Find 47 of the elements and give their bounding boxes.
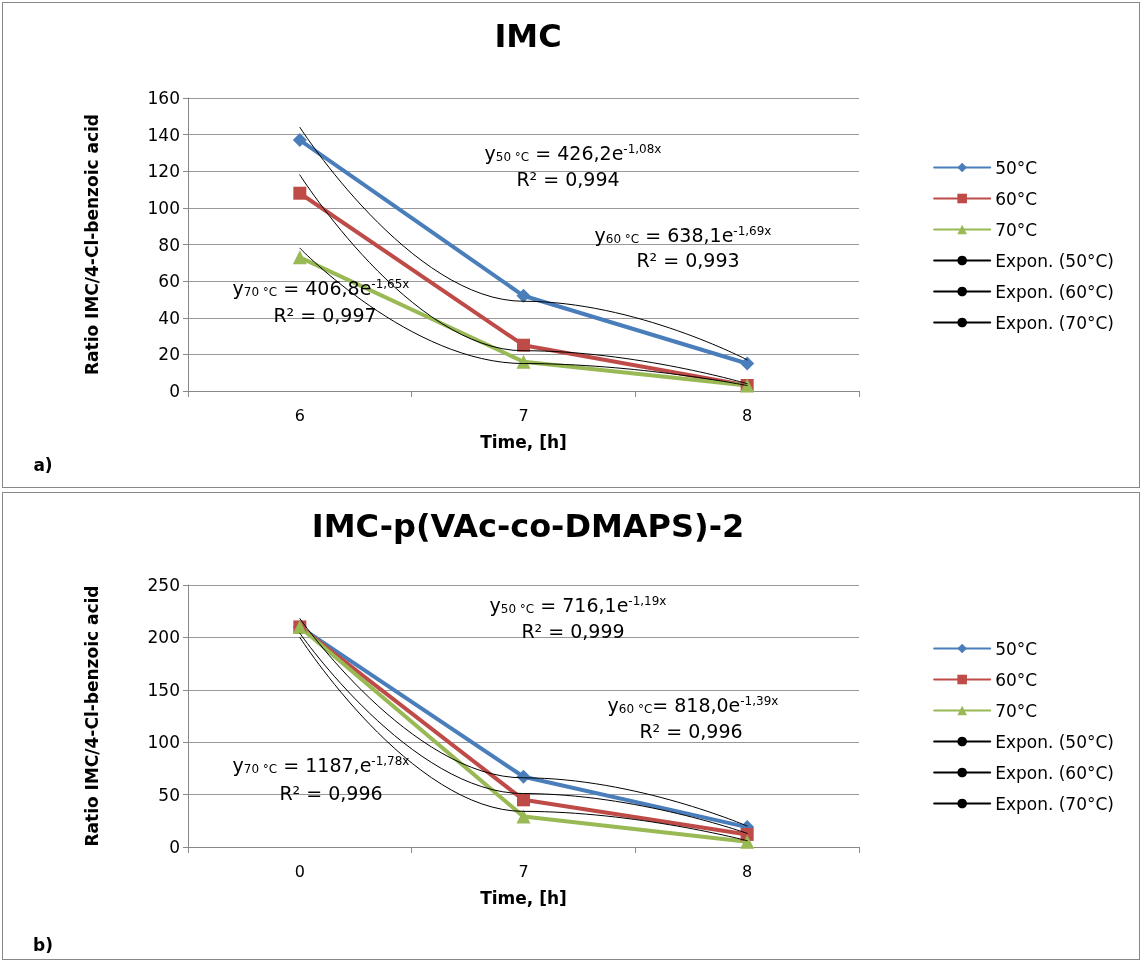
annotation: R² = 0,996 xyxy=(279,782,383,804)
legend-label: Expon. (60°C) xyxy=(995,762,1114,783)
x-tick-label: 7 xyxy=(518,861,529,881)
y-tick-label: 80 xyxy=(158,234,180,255)
x-tick-label: 8 xyxy=(742,405,753,425)
y-tick-label: 0 xyxy=(169,381,180,401)
x-tick-label: 0 xyxy=(294,861,305,881)
y-tick-label: 140 xyxy=(147,124,180,145)
y-tick-label: 40 xyxy=(158,307,180,328)
x-axis-title: Time, [h] xyxy=(480,431,567,452)
annotation: R² = 0,999 xyxy=(521,620,625,642)
y-tick-label: 60 xyxy=(158,271,180,292)
y-tick-label: 250 xyxy=(147,575,180,595)
legend-label: 60°C xyxy=(995,188,1038,209)
x-tick-label: 7 xyxy=(518,405,529,425)
legend-label: Expon. (60°C) xyxy=(995,281,1114,302)
y-tick-label: 150 xyxy=(147,679,180,700)
x-tick-label: 6 xyxy=(294,405,305,425)
annotation: R² = 0,996 xyxy=(639,720,743,742)
text: b) xyxy=(33,935,53,955)
y-tick-label: 200 xyxy=(147,627,180,648)
annotation: R² = 0,994 xyxy=(516,168,620,190)
y-tick-label: 120 xyxy=(147,161,180,182)
y-tick-label: 0 xyxy=(169,837,180,857)
y-axis-title: Ratio IMC/4-Cl-benzoic acid xyxy=(81,585,102,847)
legend-label: 70°C xyxy=(995,219,1038,240)
y-tick-label: 100 xyxy=(147,197,180,218)
x-axis-title: Time, [h] xyxy=(480,887,567,908)
legend-label: Expon. (70°C) xyxy=(995,793,1114,814)
y-axis-title: Ratio IMC/4-Cl-benzoic acid xyxy=(81,113,102,376)
y-tick-label: 100 xyxy=(147,732,180,753)
legend-label: 50°C xyxy=(995,638,1038,659)
annotation: R² = 0,997 xyxy=(273,304,377,326)
y-tick-label: 50 xyxy=(158,784,180,805)
chart-title: IMC xyxy=(494,17,562,55)
text: a) xyxy=(33,455,53,475)
legend-label: Expon. (50°C) xyxy=(995,250,1114,271)
legend-label: 50°C xyxy=(995,157,1038,178)
legend-label: Expon. (50°C) xyxy=(995,731,1114,752)
legend-label: Expon. (70°C) xyxy=(995,312,1114,333)
legend-label: 70°C xyxy=(995,700,1038,721)
y-tick-label: 20 xyxy=(158,344,180,365)
x-tick-label: 8 xyxy=(742,861,753,881)
y-tick-label: 160 xyxy=(147,88,180,108)
legend-label: 60°C xyxy=(995,669,1038,690)
chart-title: IMC-p(VAc-co-DMAPS)-2 xyxy=(311,507,745,545)
annotation: R² = 0,993 xyxy=(636,249,740,271)
